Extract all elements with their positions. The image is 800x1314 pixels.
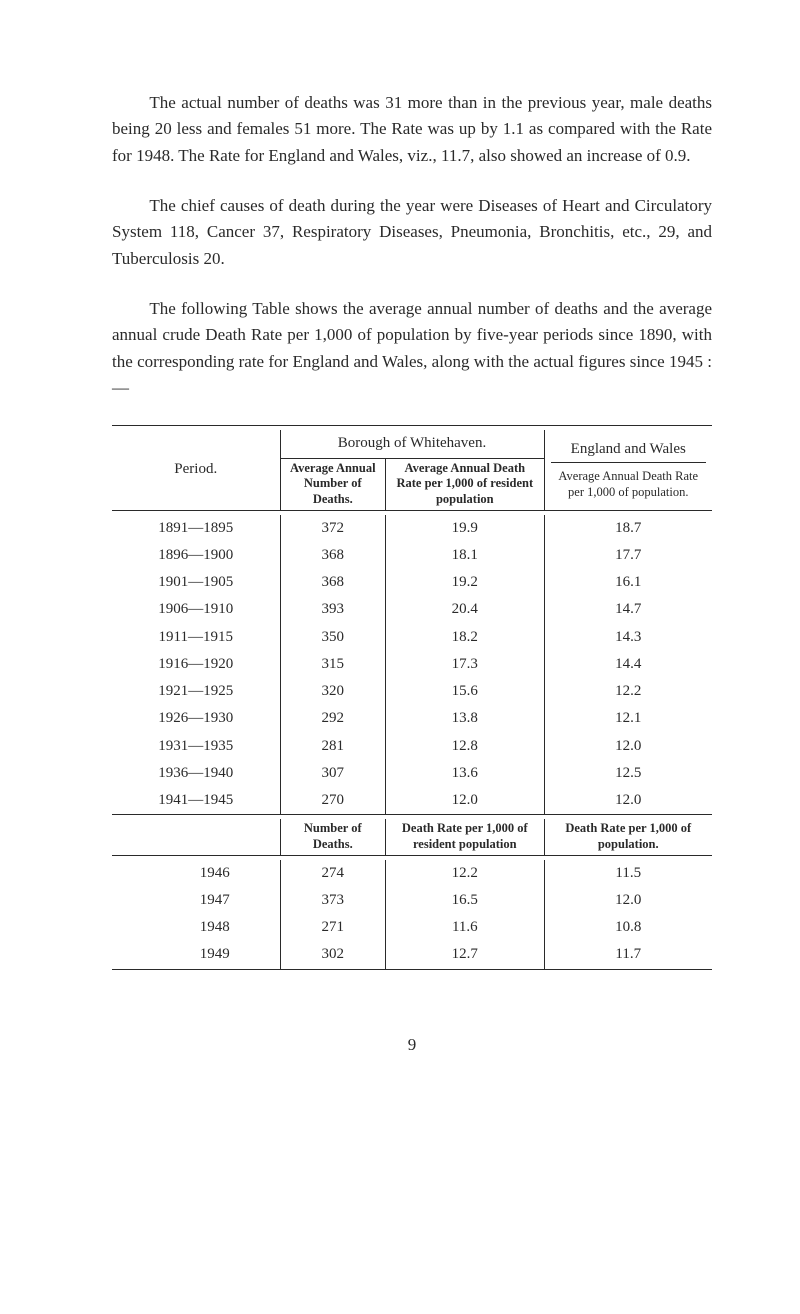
cell-rate-england: 12.0 <box>544 787 712 815</box>
cell-rate-resident: 15.6 <box>386 678 544 705</box>
cell-rate-england: 12.5 <box>544 760 712 787</box>
cell-period: 1891—1895 <box>112 515 280 542</box>
table-row: 1891—189537219.918.7 <box>112 515 712 542</box>
mortality-table: Period. Borough of Whitehaven. England a… <box>112 425 712 973</box>
cell-deaths: 373 <box>280 887 386 914</box>
cell-period: 1926—1930 <box>112 705 280 732</box>
cell-rate-resident: 11.6 <box>386 914 544 941</box>
col-header-england: England and Wales <box>551 440 707 464</box>
cell-rate-england: 10.8 <box>544 914 712 941</box>
cell-deaths: 292 <box>280 705 386 732</box>
cell-deaths: 274 <box>280 860 386 887</box>
col-subheader-avg-rate: Average Annual Death Rate per 1,000 of r… <box>386 458 544 510</box>
table-row: 1931—193528112.812.0 <box>112 733 712 760</box>
table-row: 1906—191039320.414.7 <box>112 596 712 623</box>
cell-rate-resident: 12.8 <box>386 733 544 760</box>
paragraph-2: The chief causes of death during the yea… <box>112 193 712 272</box>
cell-rate-resident: 12.0 <box>386 787 544 815</box>
cell-rate-resident: 18.2 <box>386 624 544 651</box>
cell-rate-england: 14.4 <box>544 651 712 678</box>
cell-period: 1931—1935 <box>112 733 280 760</box>
table-row: 1921—192532015.612.2 <box>112 678 712 705</box>
table-row: 194737316.512.0 <box>112 887 712 914</box>
col-header2-blank <box>112 819 280 855</box>
col-header-borough: Borough of Whitehaven. <box>280 430 544 458</box>
col-subheader-avg-number: Average Annual Number of Deaths. <box>280 458 386 510</box>
cell-period: 1948 <box>112 914 280 941</box>
cell-period: 1896—1900 <box>112 542 280 569</box>
cell-rate-resident: 20.4 <box>386 596 544 623</box>
cell-period: 1946 <box>112 860 280 887</box>
cell-rate-england: 17.7 <box>544 542 712 569</box>
cell-deaths: 320 <box>280 678 386 705</box>
cell-rate-england: 14.3 <box>544 624 712 651</box>
table-row: 194627412.211.5 <box>112 860 712 887</box>
cell-rate-england: 11.5 <box>544 860 712 887</box>
table-row: 194930212.711.7 <box>112 941 712 969</box>
page-number: 9 <box>112 1032 712 1058</box>
cell-period: 1901—1905 <box>112 569 280 596</box>
cell-rate-resident: 13.8 <box>386 705 544 732</box>
cell-deaths: 271 <box>280 914 386 941</box>
col-header2-rate-resident: Death Rate per 1,000 of resident populat… <box>386 819 544 855</box>
cell-rate-england: 18.7 <box>544 515 712 542</box>
table-row: 1936—194030713.612.5 <box>112 760 712 787</box>
cell-period: 1921—1925 <box>112 678 280 705</box>
cell-deaths: 372 <box>280 515 386 542</box>
cell-rate-resident: 16.5 <box>386 887 544 914</box>
cell-deaths: 281 <box>280 733 386 760</box>
col-header2-num-deaths: Number of Deaths. <box>280 819 386 855</box>
cell-rate-england: 12.0 <box>544 887 712 914</box>
table-row: 1896—190036818.117.7 <box>112 542 712 569</box>
cell-deaths: 315 <box>280 651 386 678</box>
table-row: 194827111.610.8 <box>112 914 712 941</box>
paragraph-1: The actual number of deaths was 31 more … <box>112 90 712 169</box>
col-header-period: Period. <box>112 430 280 510</box>
cell-rate-resident: 19.2 <box>386 569 544 596</box>
cell-rate-england: 16.1 <box>544 569 712 596</box>
col-header2-rate-pop: Death Rate per 1,000 of population. <box>544 819 712 855</box>
cell-deaths: 350 <box>280 624 386 651</box>
cell-rate-england: 12.1 <box>544 705 712 732</box>
table-row: 1911—191535018.214.3 <box>112 624 712 651</box>
cell-period: 1947 <box>112 887 280 914</box>
table-row: 1941—194527012.012.0 <box>112 787 712 815</box>
cell-deaths: 307 <box>280 760 386 787</box>
cell-deaths: 302 <box>280 941 386 969</box>
cell-period: 1949 <box>112 941 280 969</box>
cell-period: 1936—1940 <box>112 760 280 787</box>
cell-rate-resident: 17.3 <box>386 651 544 678</box>
cell-rate-england: 12.2 <box>544 678 712 705</box>
cell-rate-resident: 19.9 <box>386 515 544 542</box>
page: The actual number of deaths was 31 more … <box>0 0 800 1098</box>
cell-rate-resident: 13.6 <box>386 760 544 787</box>
table-row: 1916—192031517.314.4 <box>112 651 712 678</box>
cell-period: 1906—1910 <box>112 596 280 623</box>
cell-deaths: 368 <box>280 569 386 596</box>
cell-rate-resident: 12.7 <box>386 941 544 969</box>
table-row: 1901—190536819.216.1 <box>112 569 712 596</box>
cell-deaths: 368 <box>280 542 386 569</box>
cell-deaths: 270 <box>280 787 386 815</box>
table-container: Period. Borough of Whitehaven. England a… <box>112 425 712 973</box>
table-row: 1926—193029213.812.1 <box>112 705 712 732</box>
paragraph-3: The following Table shows the average an… <box>112 296 712 401</box>
cell-period: 1911—1915 <box>112 624 280 651</box>
col-header-england-sub: England and WalesAverage Annual Death Ra… <box>544 430 712 510</box>
cell-rate-resident: 18.1 <box>386 542 544 569</box>
cell-rate-resident: 12.2 <box>386 860 544 887</box>
cell-rate-england: 14.7 <box>544 596 712 623</box>
cell-period: 1916—1920 <box>112 651 280 678</box>
cell-period: 1941—1945 <box>112 787 280 815</box>
cell-rate-england: 11.7 <box>544 941 712 969</box>
cell-deaths: 393 <box>280 596 386 623</box>
cell-rate-england: 12.0 <box>544 733 712 760</box>
